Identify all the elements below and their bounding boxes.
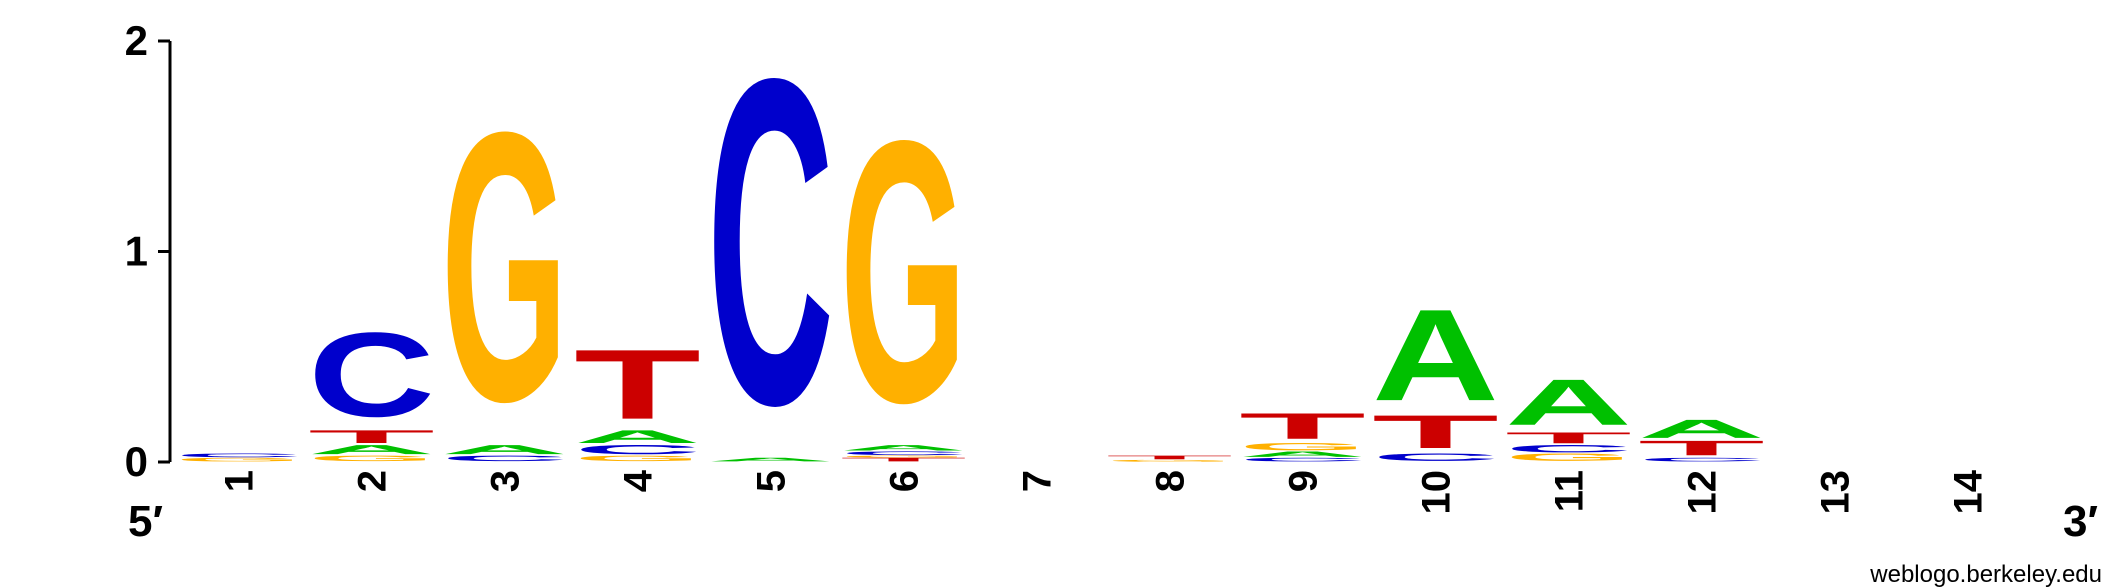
- x-tick-label: 12: [1681, 470, 1725, 515]
- logo-letter-c: C: [175, 452, 302, 458]
- logo-letter-g: G: [840, 64, 967, 481]
- logo-letter-g: G: [441, 53, 568, 481]
- three-prime-label: 3′: [2063, 497, 2098, 546]
- logo-letter-a: A: [1505, 366, 1632, 439]
- logo-letter-c: C: [308, 308, 435, 442]
- y-tick-label: 0: [125, 438, 148, 485]
- x-tick-label: 10: [1415, 470, 1459, 515]
- x-axis-labels: 1 2 3 4 5 6 7 8 9 10 11 12 13 14: [218, 469, 1991, 514]
- logo-letter-t: T: [1239, 406, 1366, 447]
- x-tick-label: 14: [1947, 469, 1991, 514]
- x-tick-label: 2: [351, 470, 395, 492]
- x-tick-label: 8: [1149, 470, 1193, 492]
- x-tick-label: 4: [617, 469, 661, 492]
- x-tick-label: 1: [218, 470, 262, 492]
- logo-letter-a: A: [1372, 282, 1499, 428]
- five-prime-label: 5′: [128, 497, 163, 546]
- x-tick-label: 7: [1016, 470, 1060, 492]
- credit-text: weblogo.berkeley.edu: [1869, 561, 2102, 588]
- x-tick-label: 3: [484, 470, 528, 492]
- logo-letter-a: A: [1638, 414, 1765, 443]
- x-tick-label: 9: [1282, 470, 1326, 492]
- x-tick-label: 11: [1548, 470, 1592, 512]
- logo-letter-c: C: [707, 0, 834, 502]
- x-tick-label: 13: [1814, 470, 1858, 515]
- y-axis: 0 1 2: [125, 17, 170, 485]
- logo-letter-t: T: [1106, 455, 1233, 461]
- logo-letter-t: T: [574, 329, 701, 440]
- y-tick-label: 1: [125, 228, 148, 275]
- y-tick-label: 2: [125, 17, 148, 64]
- x-tick-label: 6: [883, 470, 927, 492]
- x-tick-label: 5: [750, 470, 794, 492]
